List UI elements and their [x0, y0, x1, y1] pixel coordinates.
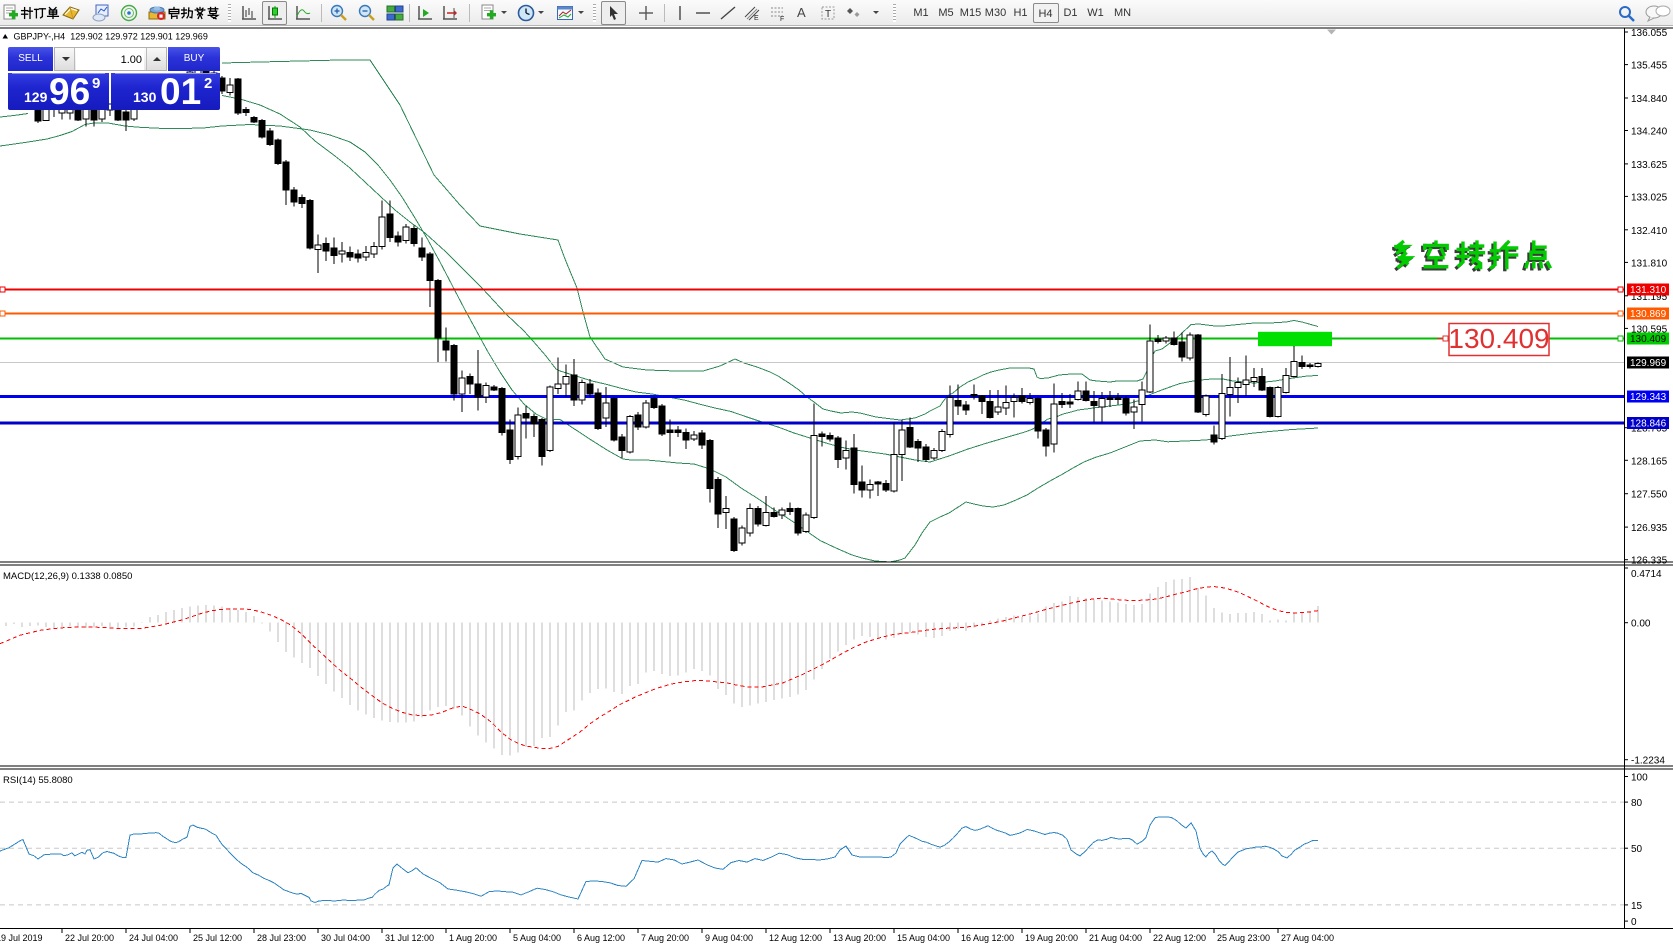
- svg-text:129.969: 129.969: [1630, 358, 1667, 369]
- svg-text:80: 80: [1631, 798, 1643, 809]
- svg-text:130.409: 130.409: [1448, 323, 1549, 354]
- svg-text:F: F: [780, 16, 784, 22]
- svg-text:128.165: 128.165: [1631, 456, 1668, 467]
- svg-text:22 Jul 20:00: 22 Jul 20:00: [65, 933, 114, 943]
- svg-text:25 Jul 12:00: 25 Jul 12:00: [193, 933, 242, 943]
- svg-text:19 Aug 20:00: 19 Aug 20:00: [1025, 933, 1078, 943]
- svg-text:132.410: 132.410: [1631, 226, 1668, 237]
- svg-text:T: T: [825, 9, 831, 20]
- svg-text:15 Aug 04:00: 15 Aug 04:00: [897, 933, 950, 943]
- svg-text:MACD(12,26,9) 0.1338 0.0850: MACD(12,26,9) 0.1338 0.0850: [3, 571, 132, 582]
- svg-text:126.935: 126.935: [1631, 523, 1668, 534]
- svg-text:27 Aug 04:00: 27 Aug 04:00: [1281, 933, 1334, 943]
- svg-text:25 Aug 23:00: 25 Aug 23:00: [1217, 933, 1270, 943]
- svg-text:135.455: 135.455: [1631, 61, 1668, 72]
- svg-text:131.310: 131.310: [1630, 285, 1667, 296]
- svg-text:136.055: 136.055: [1631, 28, 1668, 39]
- svg-text:24 Jul 04:00: 24 Jul 04:00: [129, 933, 178, 943]
- svg-text:128.765: 128.765: [1631, 424, 1668, 435]
- svg-text:127.550: 127.550: [1631, 490, 1668, 501]
- svg-text:7 Aug 20:00: 7 Aug 20:00: [641, 933, 689, 943]
- svg-text:31 Jul 12:00: 31 Jul 12:00: [385, 933, 434, 943]
- svg-text:28 Jul 23:00: 28 Jul 23:00: [257, 933, 306, 943]
- svg-text:134.240: 134.240: [1631, 127, 1668, 138]
- svg-text:12 Aug 12:00: 12 Aug 12:00: [769, 933, 822, 943]
- svg-text:-1.2234: -1.2234: [1631, 756, 1665, 767]
- svg-text:19 Jul 2019: 19 Jul 2019: [0, 933, 43, 943]
- svg-text:RSI(14) 55.8080: RSI(14) 55.8080: [3, 775, 73, 786]
- svg-text:130.409: 130.409: [1630, 334, 1667, 345]
- svg-text:134.840: 134.840: [1631, 94, 1668, 105]
- svg-text:131.195: 131.195: [1631, 292, 1668, 303]
- svg-text:1 Aug 20:00: 1 Aug 20:00: [449, 933, 497, 943]
- svg-text:15: 15: [1631, 901, 1643, 912]
- svg-text:0.4714: 0.4714: [1631, 569, 1662, 580]
- svg-text:6 Aug 12:00: 6 Aug 12:00: [577, 933, 625, 943]
- svg-text:5 Aug 04:00: 5 Aug 04:00: [513, 933, 561, 943]
- svg-text:133.025: 133.025: [1631, 192, 1668, 203]
- svg-text:13 Aug 20:00: 13 Aug 20:00: [833, 933, 886, 943]
- svg-text:131.810: 131.810: [1631, 258, 1668, 269]
- svg-text:129.343: 129.343: [1630, 392, 1667, 403]
- svg-text:130.595: 130.595: [1631, 324, 1668, 335]
- svg-text:21 Aug 04:00: 21 Aug 04:00: [1089, 933, 1142, 943]
- svg-text:9 Aug 04:00: 9 Aug 04:00: [705, 933, 753, 943]
- svg-text:30 Jul 04:00: 30 Jul 04:00: [321, 933, 370, 943]
- svg-text:22 Aug 12:00: 22 Aug 12:00: [1153, 933, 1206, 943]
- svg-text:100: 100: [1631, 773, 1648, 784]
- svg-text:126.335: 126.335: [1631, 556, 1668, 567]
- svg-text:50: 50: [1631, 844, 1643, 855]
- svg-text:GBPJPY-,H4 129.902 129.972 12: GBPJPY-,H4 129.902 129.972 129.901 129.9…: [14, 32, 208, 42]
- svg-text:133.625: 133.625: [1631, 160, 1668, 171]
- svg-text:E: E: [754, 15, 759, 22]
- svg-text:128.846: 128.846: [1630, 419, 1667, 430]
- svg-text:130.869: 130.869: [1630, 309, 1667, 320]
- svg-text:0: 0: [1631, 917, 1637, 928]
- svg-text:16 Aug 12:00: 16 Aug 12:00: [961, 933, 1014, 943]
- svg-text:0.00: 0.00: [1631, 619, 1651, 630]
